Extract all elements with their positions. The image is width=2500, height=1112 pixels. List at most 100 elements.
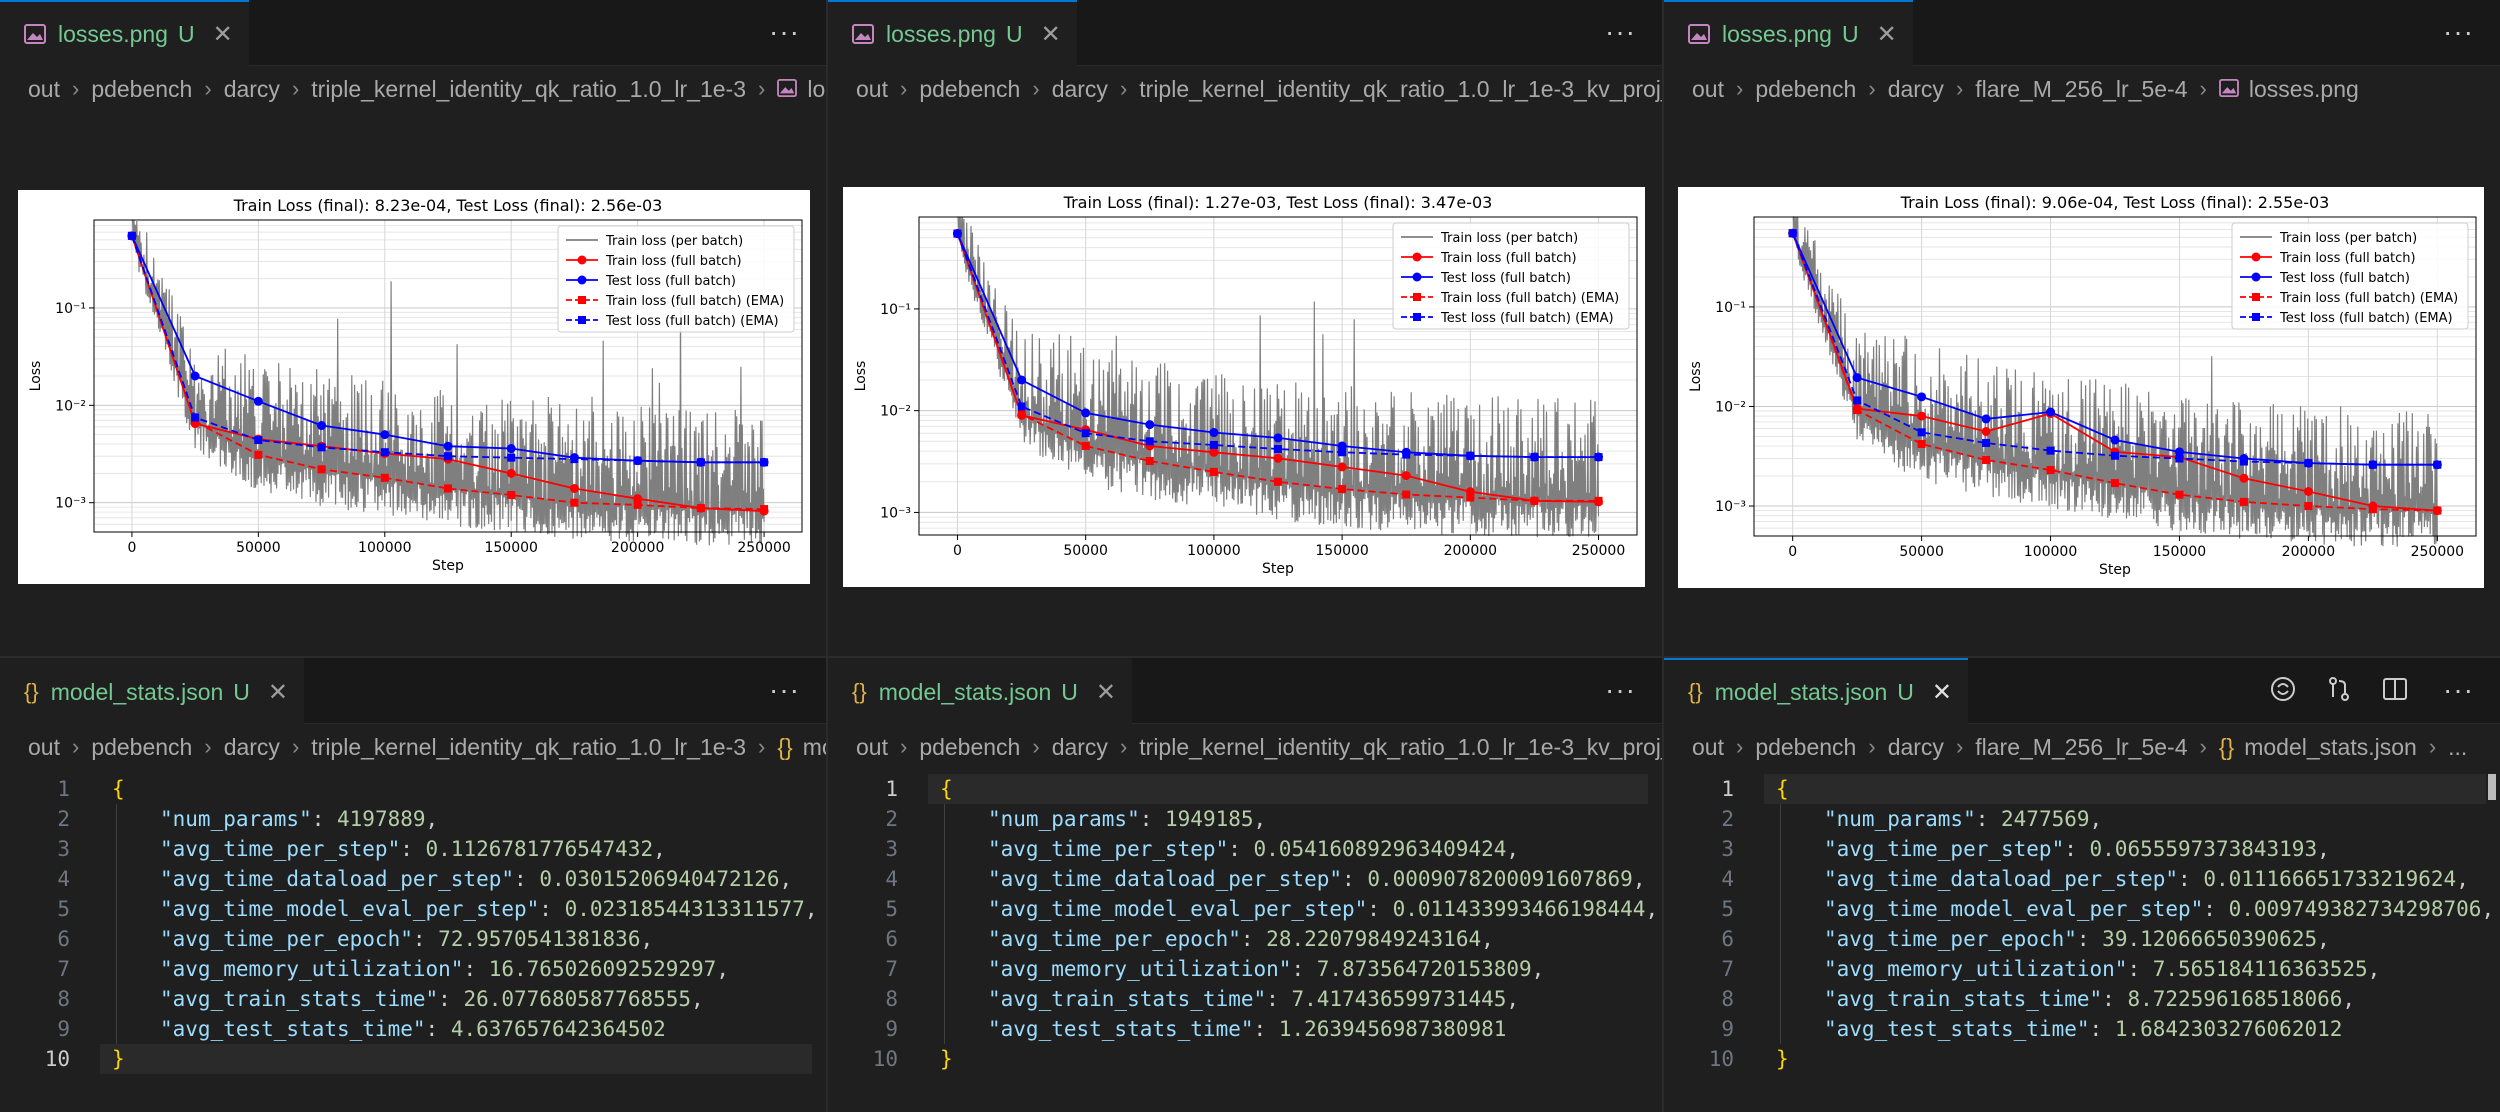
breadcrumb-item[interactable]: pdebench	[91, 733, 193, 760]
json-key: "avg_test_stats_time"	[988, 1017, 1254, 1041]
more-actions-button[interactable]: ···	[2443, 16, 2474, 47]
legend-marker	[578, 296, 586, 304]
close-icon[interactable]: ✕	[267, 678, 289, 706]
pane-divider[interactable]	[1662, 0, 1664, 1112]
comma: ,	[640, 927, 654, 951]
tab-losses-png[interactable]: losses.png U ✕	[1664, 0, 1913, 66]
code-text: {	[112, 777, 125, 801]
json-key: "avg_train_stats_time"	[1824, 987, 2103, 1011]
code-editor[interactable]: 1{2 "num_params": 2477569, 3 "avg_time_per_…	[1664, 770, 2500, 1112]
json-value: 7.417436599731445	[1291, 987, 1507, 1011]
breadcrumb-item[interactable]: pdebench	[919, 75, 1021, 102]
close-icon[interactable]: ✕	[1931, 678, 1953, 706]
breadcrumb: out › pdebench › darcy › flare_M_256_lr_5e-…	[1664, 66, 2500, 112]
code-editor[interactable]: 1{2 "num_params": 4197889, 3 "avg_time_per_…	[0, 770, 826, 1112]
comma: ,	[1506, 837, 1520, 861]
more-actions-button[interactable]: ···	[1605, 674, 1636, 705]
close-icon[interactable]: ✕	[212, 20, 233, 48]
code-text: "avg_time_dataload_per_step": 0.00090782…	[988, 867, 1645, 891]
breadcrumb-item[interactable]: darcy	[1051, 733, 1108, 760]
close-icon[interactable]: ✕	[1095, 678, 1117, 706]
pane-divider[interactable]	[0, 656, 2500, 658]
more-actions-button[interactable]: ···	[769, 16, 800, 47]
data-point	[2304, 502, 2313, 511]
chevron-right-icon: ›	[1868, 734, 1876, 759]
breadcrumb-item[interactable]: out	[1692, 75, 1724, 102]
more-actions-button[interactable]: ···	[1605, 16, 1636, 47]
tab-losses-png[interactable]: losses.png U ✕	[0, 0, 249, 66]
breadcrumb-item[interactable]: pdebench	[1755, 75, 1857, 102]
data-point	[1917, 411, 1927, 421]
compare-changes-icon[interactable]	[2324, 674, 2354, 704]
legend-marker	[1412, 272, 1422, 282]
colon: :	[539, 897, 565, 921]
breadcrumb-item[interactable]: darcy	[223, 75, 280, 102]
colon: :	[2064, 837, 2090, 861]
breadcrumb-item[interactable]: triple_kernel_identity_qk_ratio_1.0_lr_1…	[1139, 733, 1662, 760]
legend-label: Test loss (full batch) (EMA)	[1440, 311, 1614, 326]
breadcrumb-item[interactable]: triple_kernel_identity_qk_ratio_1.0_lr_1…	[311, 75, 746, 102]
breadcrumb-item[interactable]: los	[807, 75, 826, 102]
bracket: {	[112, 777, 125, 801]
chevron-right-icon: ›	[1735, 734, 1744, 759]
breadcrumb-item[interactable]: out	[1692, 733, 1724, 760]
breadcrumb-item[interactable]: darcy	[1051, 75, 1108, 102]
breadcrumb-item[interactable]: darcy	[1887, 733, 1944, 760]
copilot-icon[interactable]	[2268, 674, 2298, 704]
line-number: 10	[872, 1047, 898, 1071]
data-point	[1466, 451, 1475, 460]
chevron-right-icon: ›	[291, 734, 300, 759]
breadcrumb-item[interactable]: triple_kernel_identity_qk_ratio_1.0_lr_1…	[1139, 75, 1662, 102]
more-actions-button[interactable]: ···	[769, 674, 800, 705]
legend-marker	[1412, 252, 1422, 262]
breadcrumb-item[interactable]: flare_M_256_lr_5e-4	[1975, 733, 2188, 760]
legend-label: Test loss (full batch) (EMA)	[2279, 311, 2453, 326]
breadcrumb-item[interactable]: pdebench	[91, 75, 193, 102]
x-tick-label: 0	[1788, 544, 1797, 560]
code-line: 3 "avg_time_per_step": 0.1126781776547432…	[0, 834, 826, 864]
json-value: 0.054160892963409424	[1253, 837, 1507, 861]
comma: ,	[1481, 927, 1494, 951]
close-icon[interactable]: ✕	[1876, 20, 1897, 48]
line-number: 9	[885, 1017, 898, 1041]
breadcrumb-item[interactable]: flare_M_256_lr_5e-4	[1975, 75, 2188, 102]
line-number: 9	[57, 1017, 70, 1041]
pane-divider[interactable]	[826, 0, 828, 1112]
line-number: 4	[1721, 867, 1734, 891]
tab-model-stats-json[interactable]: {} model_stats.json U ✕	[1664, 658, 1969, 724]
x-tick-label: 250000	[737, 540, 790, 556]
breadcrumb-item[interactable]: mo	[802, 733, 826, 760]
json-key: "avg_time_per_step"	[1824, 837, 2065, 861]
comma: ,	[716, 957, 729, 981]
chevron-right-icon: ›	[2199, 76, 2207, 101]
legend-label: Train loss (full batch)	[2279, 251, 2416, 266]
breadcrumb-item[interactable]: out	[856, 75, 888, 102]
breadcrumb-item[interactable]: darcy	[223, 733, 280, 760]
tab-losses-png[interactable]: losses.png U ✕	[828, 0, 1077, 66]
breadcrumb-item[interactable]: pdebench	[1755, 733, 1857, 760]
breadcrumb-item[interactable]: out	[28, 733, 60, 760]
colon: :	[438, 987, 464, 1011]
close-icon[interactable]: ✕	[1040, 20, 1061, 48]
breadcrumb-item[interactable]: model_stats.json	[2244, 733, 2417, 760]
tab-model-stats-json[interactable]: {} model_stats.json U ✕	[828, 658, 1133, 724]
code-line: 6 "avg_time_per_epoch": 28.22079849243164…	[828, 924, 1662, 954]
breadcrumb-item[interactable]: pdebench	[919, 733, 1021, 760]
colon: :	[1342, 867, 1368, 891]
breadcrumb-item[interactable]: ...	[2448, 733, 2468, 760]
breadcrumb-item[interactable]: out	[856, 733, 888, 760]
comma: ,	[779, 867, 793, 891]
code-line: 2 "num_params": 4197889,	[0, 804, 826, 834]
code-text: "avg_time_per_epoch": 39.12066650390625,	[1824, 927, 2330, 951]
y-tick-label: 10⁻¹	[1715, 300, 1746, 316]
scrollbar-thumb[interactable]	[2488, 774, 2496, 800]
split-editor-icon[interactable]	[2380, 674, 2410, 704]
code-editor[interactable]: 1{2 "num_params": 1949185, 3 "avg_time_per_…	[828, 770, 1662, 1112]
breadcrumb-item[interactable]: darcy	[1887, 75, 1944, 102]
breadcrumb-item[interactable]: out	[28, 75, 60, 102]
data-point	[2303, 486, 2313, 496]
tab-model-stats-json[interactable]: {} model_stats.json U ✕	[0, 658, 305, 724]
breadcrumb-item[interactable]: triple_kernel_identity_qk_ratio_1.0_lr_1…	[311, 733, 746, 760]
more-actions-button[interactable]: ···	[2443, 674, 2474, 705]
breadcrumb-item[interactable]: losses.png	[2248, 75, 2359, 102]
